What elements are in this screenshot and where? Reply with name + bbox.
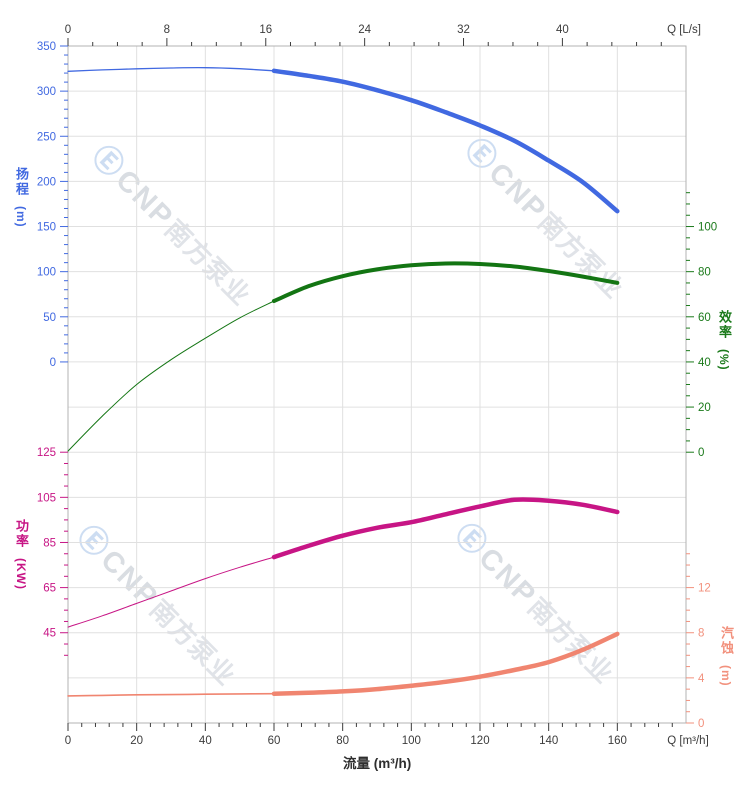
head-tick-label: 300 <box>37 86 56 98</box>
head-axis-title-text: 扬程 <box>14 167 29 197</box>
head-tick-label: 250 <box>37 131 56 143</box>
gridlines <box>68 46 686 723</box>
top-axis-labels: 0 8 16 24 32 40 Q [L/s] <box>65 24 701 36</box>
power-curve-bold <box>271 497 620 560</box>
power-axis-labels: 125 105 85 65 45 <box>37 447 56 640</box>
bottom-tick-label: 60 <box>268 735 281 747</box>
npsh-axis-labels: 12 8 4 0 <box>698 583 711 730</box>
bottom-tick-label: 100 <box>402 735 421 747</box>
efficiency-curve <box>67 261 620 452</box>
efficiency-curve-thin <box>67 300 275 452</box>
npsh-tick-label: 0 <box>698 718 704 730</box>
power-curve <box>67 497 620 628</box>
top-axis <box>67 38 662 46</box>
npsh-tick-label: 4 <box>698 673 705 685</box>
bottom-tick-label: 20 <box>130 735 143 747</box>
head-tick-label: 200 <box>37 176 56 188</box>
npsh-curve-bold <box>271 631 620 696</box>
power-tick-label: 105 <box>37 492 56 504</box>
npsh-axis-ticks <box>686 553 694 724</box>
power-axis-ticks <box>60 451 68 656</box>
top-tick-label: 32 <box>457 24 470 36</box>
efficiency-tick-label: 20 <box>698 402 711 414</box>
bottom-tick-label: 160 <box>608 735 627 747</box>
power-axis-title: 功率 (KW) <box>13 519 29 590</box>
efficiency-tick-label: 60 <box>698 312 711 324</box>
head-curve-bold <box>271 68 620 214</box>
head-tick-label: 0 <box>50 357 56 369</box>
top-tick-label: 16 <box>259 24 272 36</box>
npsh-curve-thin <box>67 692 275 697</box>
power-axis-unit: (KW) <box>14 558 28 590</box>
top-tick-label: 24 <box>358 24 371 36</box>
efficiency-tick-label: 0 <box>698 447 704 459</box>
bottom-tick-label: 140 <box>539 735 558 747</box>
head-axis-unit: (m) <box>14 206 28 228</box>
head-axis-labels: 350 300 250 200 150 100 50 0 <box>37 41 56 369</box>
head-tick-label: 100 <box>37 267 56 279</box>
head-tick-label: 350 <box>37 41 56 53</box>
efficiency-tick-label: 40 <box>698 357 711 369</box>
bottom-axis <box>67 723 673 731</box>
head-curve-thin <box>67 66 275 72</box>
head-tick-label: 50 <box>43 312 56 324</box>
head-curve <box>67 66 620 214</box>
head-axis-title: 扬程 (m) <box>13 167 29 228</box>
bottom-tick-label: 80 <box>336 735 349 747</box>
top-axis-unit-label: Q [L/s] <box>667 24 701 36</box>
npsh-axis-title: 汽蚀 (m) <box>718 626 734 687</box>
efficiency-tick-label: 80 <box>698 267 711 279</box>
bottom-tick-label: 120 <box>470 735 489 747</box>
power-tick-label: 85 <box>43 537 56 549</box>
bottom-tick-label: 40 <box>199 735 212 747</box>
efficiency-axis-ticks <box>686 192 694 453</box>
head-tick-label: 150 <box>37 222 56 234</box>
npsh-curve <box>67 631 620 697</box>
bottom-axis-unit-label: Q [m³/h] <box>667 735 709 747</box>
plot-border <box>67 45 687 724</box>
power-tick-label: 125 <box>37 447 56 459</box>
bottom-tick-label: 0 <box>65 735 71 747</box>
npsh-tick-label: 12 <box>698 583 711 595</box>
power-tick-label: 65 <box>43 583 56 595</box>
npsh-tick-label: 8 <box>698 628 704 640</box>
head-axis-ticks <box>60 45 68 363</box>
power-tick-label: 45 <box>43 628 56 640</box>
efficiency-axis-title-text: 效率 <box>717 310 732 340</box>
efficiency-tick-label: 100 <box>698 222 717 234</box>
top-tick-label: 40 <box>556 24 569 36</box>
flow-axis-title: 流量 (m³/h) <box>343 756 412 771</box>
npsh-axis-title-text: 汽蚀 <box>719 626 734 656</box>
efficiency-axis-labels: 100 80 60 40 20 0 <box>698 222 717 460</box>
power-curve-thin <box>67 556 275 628</box>
npsh-axis-unit: (m) <box>719 665 733 687</box>
efficiency-axis-title: 效率 (%) <box>716 310 732 371</box>
power-axis-title-text: 功率 <box>14 519 29 549</box>
top-tick-label: 8 <box>164 24 170 36</box>
top-tick-label: 0 <box>65 24 71 36</box>
efficiency-curve-bold <box>272 261 620 303</box>
bottom-axis-labels: 0 20 40 60 80 100 120 140 160 Q [m³/h] <box>65 735 709 747</box>
efficiency-axis-unit: (%) <box>717 349 731 371</box>
